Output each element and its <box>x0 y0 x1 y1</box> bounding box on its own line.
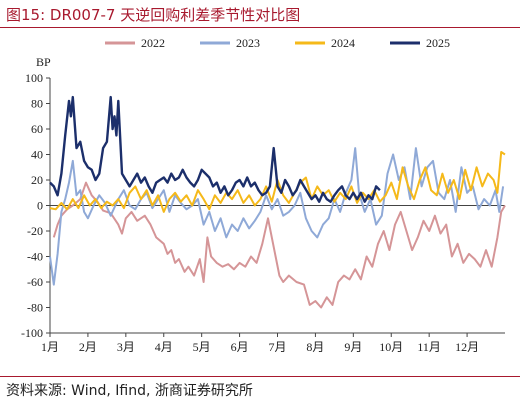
x-tick-label: 6月 <box>231 340 249 354</box>
legend-label-2024: 2024 <box>331 36 355 50</box>
y-tick-label: -20 <box>27 224 43 238</box>
source-rule <box>0 376 520 377</box>
chart-axes: BP -100 -80 -60 -40 -20 0 20 40 60 80 100 1月 2月 3月 4月 5月… <box>21 55 505 354</box>
chart-legend: 2022 2023 2024 2025 <box>105 36 450 50</box>
title-rule <box>0 27 520 28</box>
series-line-2025 <box>49 95 381 203</box>
x-tick-label: 11月 <box>417 340 441 354</box>
y-tick-label: -60 <box>27 275 43 289</box>
legend-label-2025: 2025 <box>426 36 450 50</box>
y-tick-label: -40 <box>27 250 43 264</box>
y-tick-label: 60 <box>31 122 43 136</box>
x-tick-label: 9月 <box>344 340 362 354</box>
series-line-2023 <box>49 147 505 286</box>
y-tick-label: 40 <box>31 148 43 162</box>
chart-title: 图15: DR007-7 天逆回购利差季节性对比图 <box>6 6 301 24</box>
x-tick-label: 2月 <box>79 340 97 354</box>
y-tick-label: -100 <box>21 326 43 340</box>
series-line-2022 <box>52 181 506 309</box>
source-note: 资料来源: Wind, Ifind, 浙商证券研究所 <box>6 383 253 399</box>
y-tick-label: 80 <box>31 97 43 111</box>
x-tick-label: 10月 <box>379 340 403 354</box>
chart-series <box>49 95 506 309</box>
y-tick-label: 100 <box>25 71 43 85</box>
legend-label-2023: 2023 <box>236 36 260 50</box>
x-tick-label: 4月 <box>155 340 173 354</box>
y-tick-label: -80 <box>27 301 43 315</box>
y-tick-label: 20 <box>31 173 43 187</box>
x-tick-label: 1月 <box>41 340 59 354</box>
x-tick-label: 8月 <box>306 340 324 354</box>
y-axis-label: BP <box>36 55 51 69</box>
series-line-2024 <box>49 151 506 213</box>
legend-label-2022: 2022 <box>141 36 165 50</box>
x-tick-label: 12月 <box>455 340 479 354</box>
x-tick-label: 7月 <box>268 340 286 354</box>
x-tick-label: 5月 <box>193 340 211 354</box>
x-tick-label: 3月 <box>117 340 135 354</box>
y-tick-label: 0 <box>37 199 43 213</box>
chart-area: 2022 2023 2024 2025 BP -100 -80 -60 -40 -20 0 20 40… <box>21 36 506 354</box>
